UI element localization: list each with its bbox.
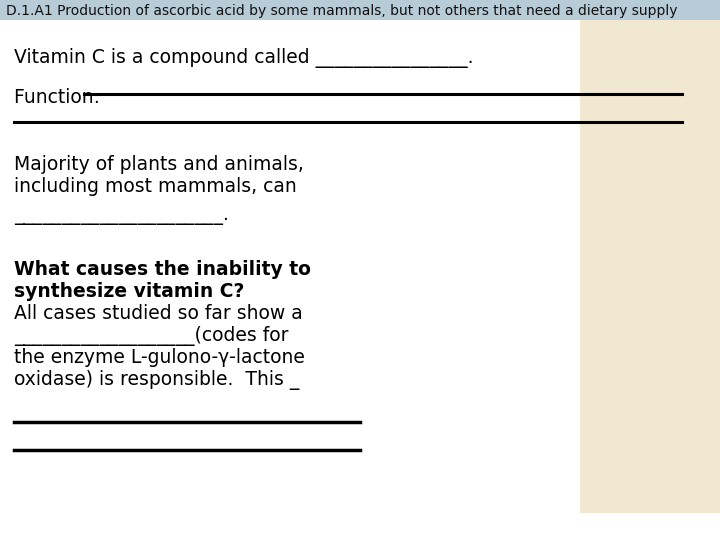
Text: All cases studied so far show a: All cases studied so far show a	[14, 304, 302, 323]
Text: ___________________(codes for: ___________________(codes for	[14, 326, 289, 346]
Bar	[0, 0, 720, 20]
Text: synthesize vitamin C?: synthesize vitamin C?	[14, 282, 244, 301]
Text: Majority of plants and animals,: Majority of plants and animals,	[14, 155, 304, 174]
Text: the enzyme L-gulono-γ-lactone: the enzyme L-gulono-γ-lactone	[14, 348, 305, 367]
Text: Function:: Function:	[14, 88, 106, 107]
Text: ______________________.: ______________________.	[14, 206, 229, 225]
Text: Vitamin C is a compound called ________________.: Vitamin C is a compound called _________…	[14, 48, 474, 68]
Text: including most mammals, can: including most mammals, can	[14, 177, 297, 196]
Text: What causes the inability to: What causes the inability to	[14, 260, 311, 279]
Text: oxidase) is responsible.  This _: oxidase) is responsible. This _	[14, 370, 300, 390]
Bar	[580, 20, 720, 513]
Text: D.1.A1 Production of ascorbic acid by some mammals, but not others that need a d: D.1.A1 Production of ascorbic acid by so…	[6, 4, 678, 18]
